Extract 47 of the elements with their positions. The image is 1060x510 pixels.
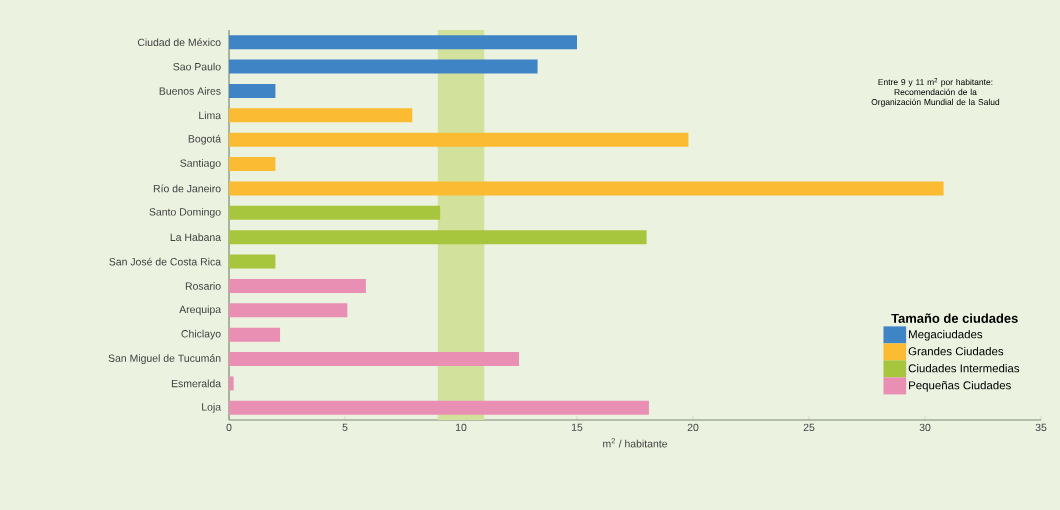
y-tick-label: Lima bbox=[199, 111, 222, 120]
x-tick-label: 20 bbox=[687, 423, 699, 432]
legend-label: Ciudades Intermedias bbox=[908, 363, 1020, 373]
x-tick-label: 15 bbox=[571, 423, 583, 431]
x-tick-label: 35 bbox=[1035, 423, 1047, 432]
y-tick-label: Río de Janeiro bbox=[153, 184, 221, 193]
bar bbox=[229, 278, 366, 293]
y-tick-label: Rosario bbox=[185, 282, 221, 290]
y-tick-label: Loja bbox=[202, 402, 222, 413]
legend-title: Tamaño de ciudades bbox=[891, 313, 1018, 323]
x-tick-label: 25 bbox=[803, 423, 815, 432]
y-tick-label: Esmeralda bbox=[171, 379, 222, 388]
x-axis-title: m$^{2}$ / habitante bbox=[603, 438, 668, 448]
y-tick-label: Santo Domingo bbox=[149, 207, 221, 218]
bar bbox=[229, 303, 348, 318]
y-tick-label: Chiclayo bbox=[181, 329, 221, 340]
y-tick-label: Santiago bbox=[180, 159, 221, 169]
y-tick-label: Sao Paulo bbox=[173, 62, 221, 71]
bar bbox=[229, 83, 276, 98]
bar bbox=[229, 254, 276, 269]
bar bbox=[229, 132, 689, 147]
y-tick-label: La Habana bbox=[170, 233, 222, 242]
bar bbox=[229, 181, 944, 196]
legend-label: Pequeñas Ciudades bbox=[909, 380, 1011, 392]
y-tick-label: San Miguel de Tucumán bbox=[108, 354, 221, 364]
y-tick-label: San José de Costa Rica bbox=[109, 257, 222, 266]
y-tick-label: Arequipa bbox=[179, 305, 222, 316]
bar bbox=[229, 108, 413, 123]
bar bbox=[229, 59, 538, 74]
y-tick-label: Bogotá bbox=[188, 134, 222, 145]
x-tick-label: 10 bbox=[455, 423, 467, 432]
x-tick-label: 5 bbox=[342, 423, 348, 431]
bar bbox=[229, 35, 578, 50]
x-tick-label: 0 bbox=[226, 423, 232, 432]
bar bbox=[229, 230, 647, 245]
y-tick-label: Buenos Aires bbox=[159, 87, 221, 95]
bar bbox=[229, 327, 281, 342]
legend-label: Grandes Ciudades bbox=[908, 346, 1004, 356]
y-tick-label: Ciudad de México bbox=[137, 38, 221, 47]
bar bbox=[229, 376, 234, 391]
x-tick-label: 30 bbox=[919, 423, 931, 432]
bar bbox=[229, 352, 520, 367]
bar bbox=[229, 400, 649, 415]
annotation: Entre 9 y 11 m$^{2}$ por habitante: Recomendación de la Organización Mundial de la Salud bbox=[871, 78, 1000, 107]
legend-label: Megaciudades bbox=[909, 329, 983, 341]
bar bbox=[229, 157, 276, 172]
bar bbox=[229, 205, 441, 220]
